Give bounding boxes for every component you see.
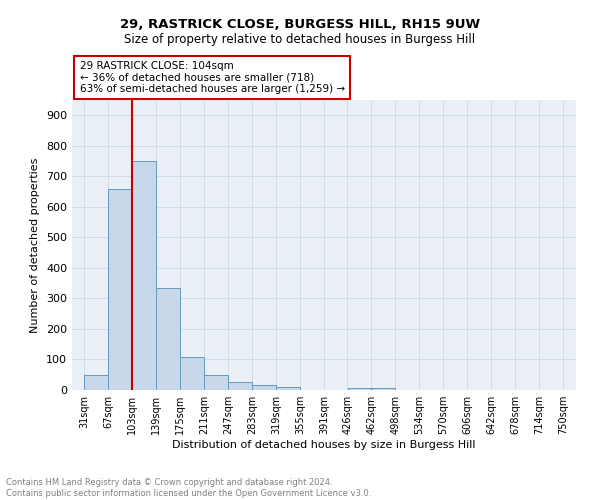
Bar (181, 357, 203, 390)
Text: Size of property relative to detached houses in Burgess Hill: Size of property relative to detached ho… (124, 32, 476, 46)
Text: 29, RASTRICK CLOSE, BURGESS HILL, RH15 9UW: 29, RASTRICK CLOSE, BURGESS HILL, RH15 9… (120, 18, 480, 30)
X-axis label: Distribution of detached houses by size in Burgess Hill: Distribution of detached houses by size … (172, 440, 476, 450)
Text: 29 RASTRICK CLOSE: 104sqm
← 36% of detached houses are smaller (718)
63% of semi: 29 RASTRICK CLOSE: 104sqm ← 36% of detac… (80, 61, 344, 94)
Bar (253, 386, 275, 390)
Bar (371, 388, 395, 390)
Bar (109, 188, 131, 390)
Bar (205, 374, 227, 390)
Text: Contains HM Land Registry data © Crown copyright and database right 2024.
Contai: Contains HM Land Registry data © Crown c… (6, 478, 371, 498)
Bar (157, 288, 179, 390)
Bar (277, 387, 299, 390)
Bar (133, 161, 155, 390)
Bar (85, 374, 107, 390)
Y-axis label: Number of detached properties: Number of detached properties (31, 158, 40, 332)
Bar (347, 388, 371, 390)
Bar (229, 382, 251, 390)
